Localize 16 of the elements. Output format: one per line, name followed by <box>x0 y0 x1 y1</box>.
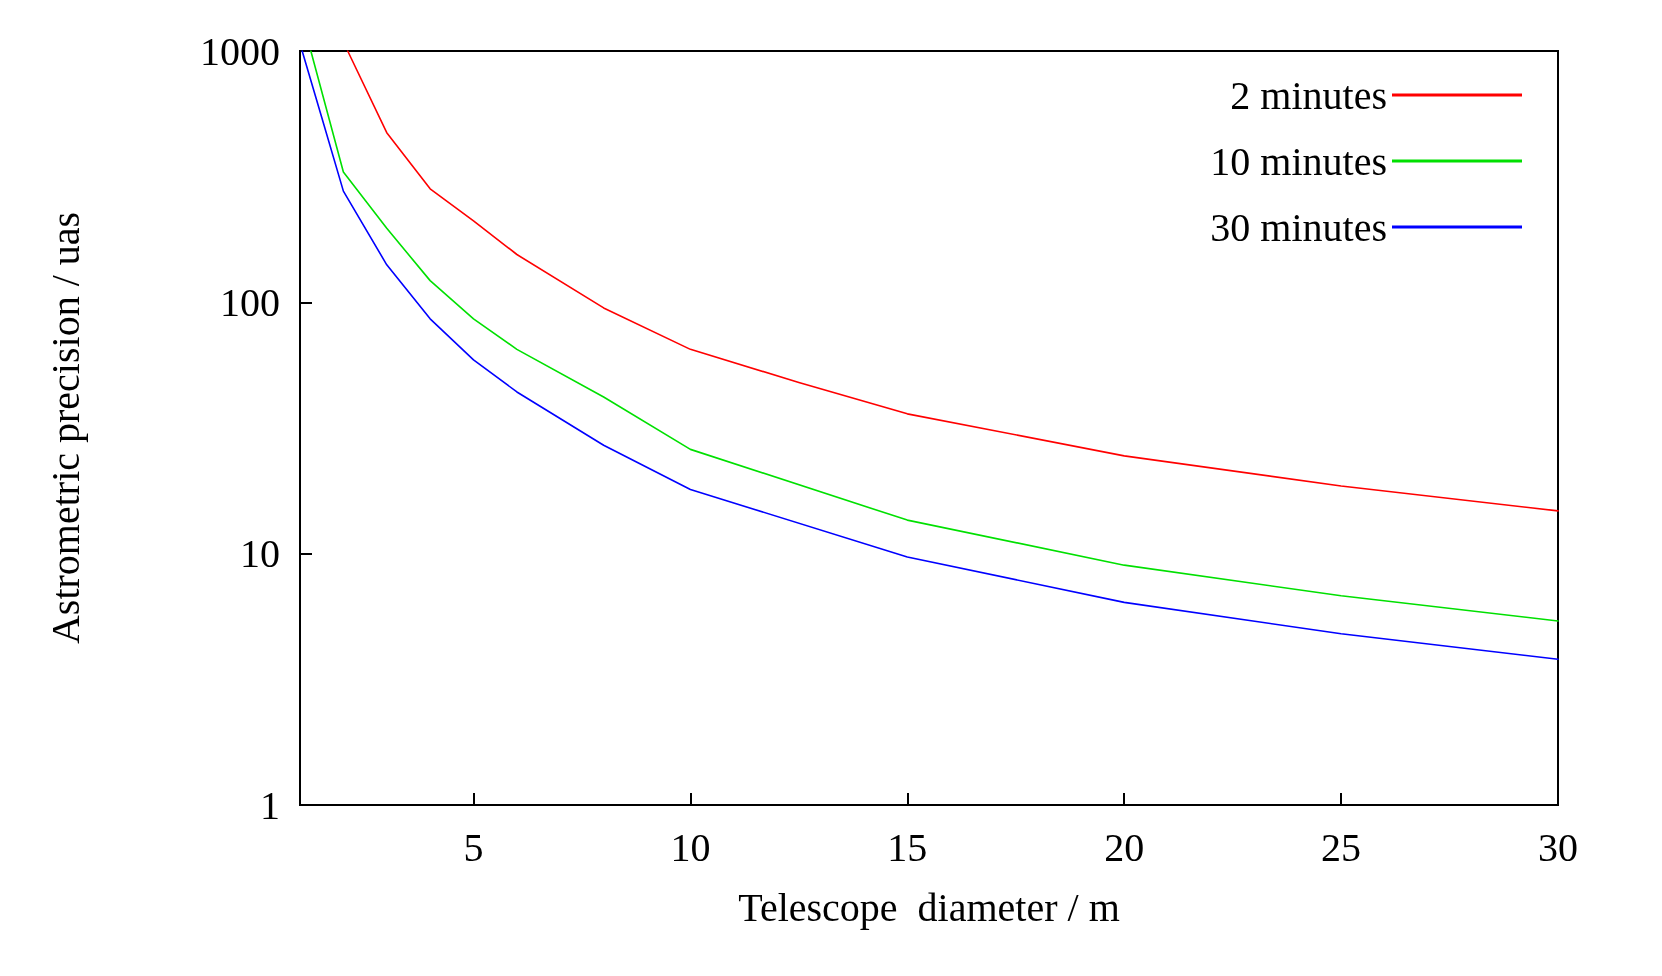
x-tick-label: 10 <box>670 824 711 870</box>
x-tick-label: 20 <box>1104 824 1145 870</box>
y-axis-title: Astrometric precision / uas <box>42 211 88 645</box>
legend-label: 30 minutes <box>1210 204 1387 250</box>
x-tick-label: 30 <box>1538 824 1578 870</box>
y-tick-label: 100 <box>220 279 280 325</box>
y-tick-label: 1 <box>260 782 280 828</box>
y-tick-label: 1000 <box>200 28 280 74</box>
x-tick-label: 15 <box>887 824 928 870</box>
legend-label: 10 minutes <box>1210 138 1387 184</box>
line-series <box>346 50 1559 512</box>
x-tick-label: 5 <box>463 824 484 870</box>
y-tick-label: 10 <box>240 531 280 577</box>
x-tick-label: 25 <box>1321 824 1362 870</box>
legend-label: 2 minutes <box>1230 72 1387 118</box>
x-axis-title: Telescope diameter / m <box>738 884 1120 930</box>
